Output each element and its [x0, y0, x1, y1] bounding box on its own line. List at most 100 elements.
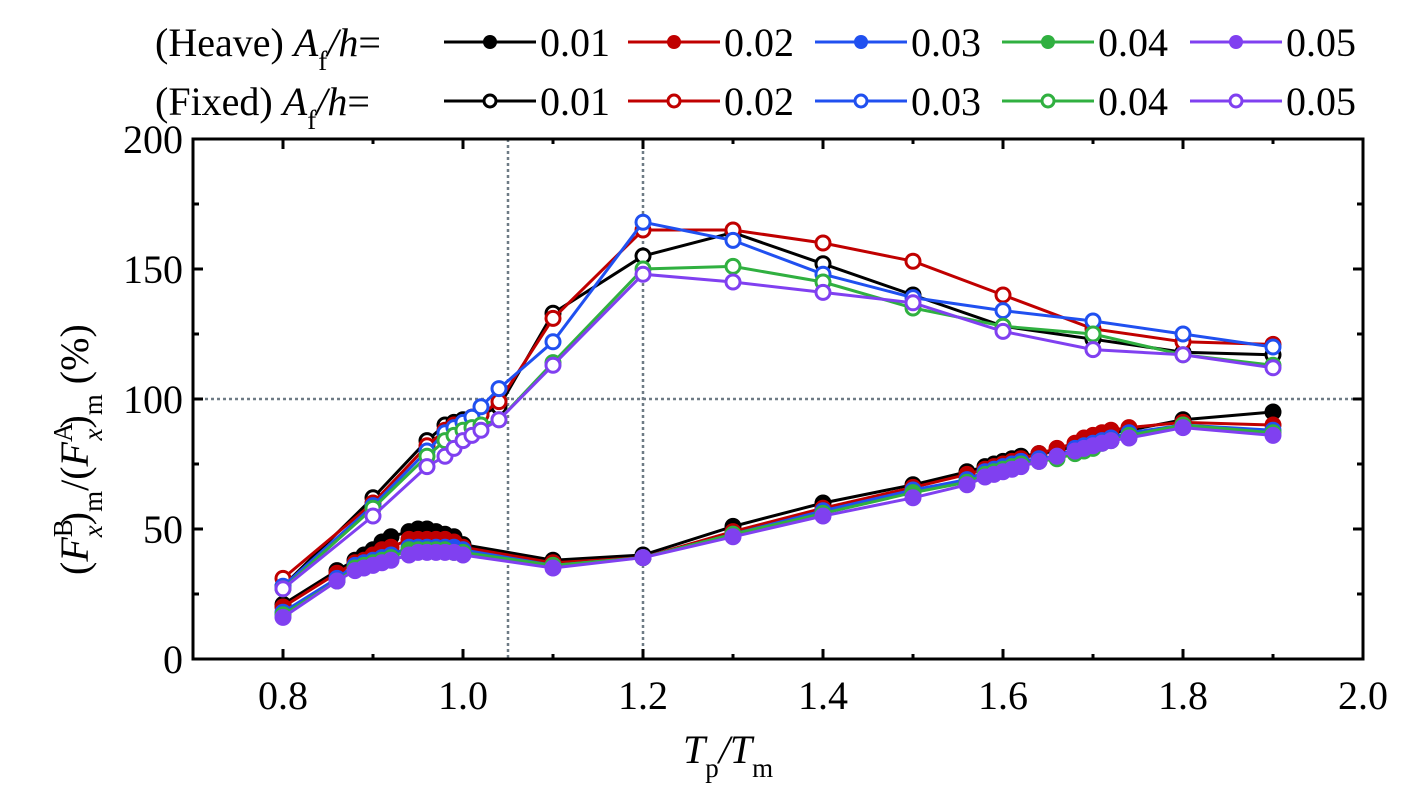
data-point: [274, 580, 292, 598]
legend-marker-open: [853, 93, 869, 109]
legend-marker-filled: [1041, 35, 1055, 49]
data-point: [958, 476, 976, 494]
data-point: [904, 294, 922, 312]
data-point: [328, 572, 346, 590]
legend-label: 0.01: [540, 20, 610, 65]
y-axis-title: (FBx)m/(FAx)m (%): [48, 324, 108, 575]
y-title-slash: /(: [52, 466, 97, 490]
x-axis-title: Tp/Tm: [683, 727, 773, 783]
data-point: [1084, 325, 1102, 343]
data-point: [544, 559, 562, 577]
y-title-sub-x2: x: [78, 429, 108, 442]
x-title-sub-m: m: [752, 753, 773, 783]
y-title-paren1: (: [52, 562, 97, 575]
data-point: [490, 411, 508, 429]
axes: 0.8 1.0 1.2 1.4 1.6 1.8 2.0 0 50 100 150 200: [123, 117, 1388, 718]
legend-marker-filled: [854, 35, 868, 49]
data-point: [472, 398, 490, 416]
series-fixed-0.05: [274, 265, 1282, 598]
x-tick-label: 1.0: [438, 673, 488, 718]
legend: (Heave) Af/h= 0.01 0.02 0.03 0.04 0.05 (Fixed)…: [155, 20, 1356, 135]
y-title-paren2: ): [52, 512, 97, 525]
y-tick-label: 0: [163, 637, 183, 682]
x-title-slash: /: [717, 727, 734, 772]
data-point: [814, 507, 832, 525]
y-title-F1: F: [52, 537, 97, 563]
legend-marker-filled: [1229, 35, 1243, 49]
data-point: [904, 489, 922, 507]
data-point: [724, 528, 742, 546]
data-point: [1102, 432, 1120, 450]
data-point: [994, 286, 1012, 304]
legend-marker-open: [482, 93, 498, 109]
legend-label: 0.03: [911, 20, 981, 65]
x-title-sub-p: p: [705, 753, 719, 783]
data-point: [994, 322, 1012, 340]
data-point: [724, 231, 742, 249]
data-point: [634, 265, 652, 283]
y-tick-label: 200: [123, 117, 183, 162]
data-point: [634, 213, 652, 231]
legend-label: 0.04: [1098, 20, 1168, 65]
data-point: [274, 608, 292, 626]
y-title-unit: (%): [52, 324, 97, 394]
legend-marker-filled: [667, 35, 681, 49]
data-point: [544, 356, 562, 374]
y-title-sup-A: A: [48, 422, 78, 442]
y-tick-label: 150: [123, 247, 183, 292]
legend-marker-open: [666, 93, 682, 109]
legend-marker-open: [1228, 93, 1244, 109]
data-point: [1264, 338, 1282, 356]
data-point: [490, 380, 508, 398]
legend-marker-open: [1040, 93, 1056, 109]
data-point: [1030, 452, 1048, 470]
data-point: [1048, 447, 1066, 465]
reference-lines: [193, 139, 1363, 659]
y-title-paren3: ): [52, 415, 97, 428]
legend-row-label-open: (Fixed) Af/h=: [155, 79, 370, 135]
y-title-sup-B: B: [48, 519, 78, 537]
data-point: [1120, 429, 1138, 447]
legend-row-label-filled: (Heave) Af/h=: [155, 20, 381, 76]
x-tick-label: 1.2: [618, 673, 668, 718]
data-point: [1264, 359, 1282, 377]
x-title-T2: T: [730, 727, 755, 772]
data-point: [1174, 325, 1192, 343]
legend-label: 0.02: [724, 79, 794, 124]
data-point: [454, 546, 472, 564]
y-title-sub-x1: x: [78, 525, 108, 538]
data-point: [634, 549, 652, 567]
y-tick-label: 100: [123, 377, 183, 422]
x-tick-label: 1.6: [978, 673, 1028, 718]
data-point: [1084, 341, 1102, 359]
data-point: [1174, 346, 1192, 364]
data-point: [472, 421, 490, 439]
legend-label: 0.01: [540, 79, 610, 124]
series-heave-0.05: [274, 419, 1282, 626]
legend-label: 0.04: [1098, 79, 1168, 124]
x-title-T1: T: [683, 727, 708, 772]
x-tick-label: 1.8: [1158, 673, 1208, 718]
legend-label: 0.02: [724, 20, 794, 65]
data-point: [544, 309, 562, 327]
data-point: [904, 252, 922, 270]
data-point: [814, 234, 832, 252]
data-point: [418, 458, 436, 476]
data-point: [724, 257, 742, 275]
data-point: [1012, 458, 1030, 476]
x-tick-label: 1.4: [798, 673, 848, 718]
data-point: [544, 333, 562, 351]
data-point: [994, 302, 1012, 320]
x-tick-label: 0.8: [258, 673, 308, 718]
data-point: [364, 507, 382, 525]
data-point: [724, 273, 742, 291]
x-tick-label: 2.0: [1338, 673, 1388, 718]
legend-label: 0.05: [1286, 79, 1356, 124]
y-title-sub-m2: m: [78, 394, 108, 415]
data-point: [382, 551, 400, 569]
data-point: [1174, 419, 1192, 437]
legend-label: 0.05: [1286, 20, 1356, 65]
y-title-sub-m1: m: [78, 491, 108, 512]
y-tick-label: 50: [143, 507, 183, 552]
